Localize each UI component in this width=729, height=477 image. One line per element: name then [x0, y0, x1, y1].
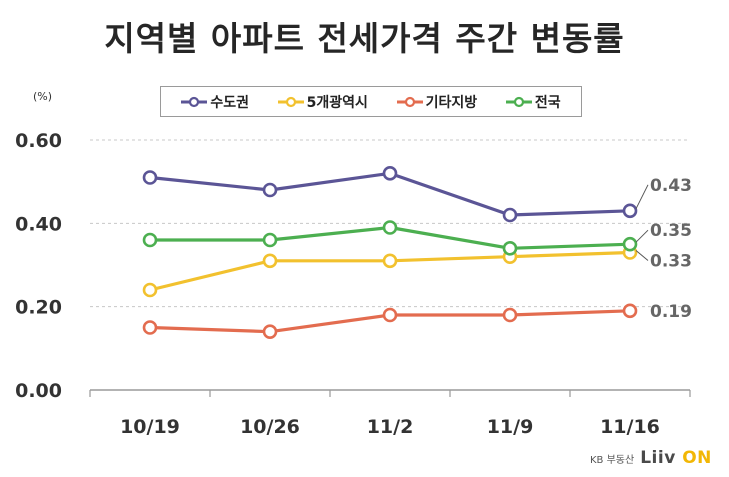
data-point [622, 236, 638, 252]
data-point [502, 307, 518, 323]
legend-item: 수도권 [181, 92, 249, 112]
legend-label: 5개광역시 [306, 94, 368, 111]
legend-item: 5개광역시 [277, 92, 368, 112]
legend-swatch [396, 96, 423, 107]
legend-label: 수도권 [210, 94, 249, 111]
legend-label: 전국 [534, 94, 561, 111]
brand-logo: KB 부동산 Liiv ON [590, 448, 712, 468]
legend-swatch [505, 96, 532, 107]
legend-item: 전국 [505, 92, 561, 112]
data-point [622, 203, 638, 219]
data-point [502, 241, 518, 256]
chart-title: 지역별 아파트 전세가격 주간 변동률 [104, 19, 625, 58]
y-unit-label: (%) [33, 90, 53, 103]
y-tick-label: 0.40 [15, 213, 62, 235]
legend: 수도권 5개광역시 기타지방 전국 [160, 86, 582, 117]
y-tick-label: 0.00 [15, 380, 62, 402]
data-point [382, 220, 398, 235]
data-point [622, 303, 638, 319]
end-value-label: 0.33 [650, 252, 692, 272]
legend-item: 기타지방 [396, 92, 478, 112]
end-label-leader [635, 229, 649, 243]
x-tick-label: 11/9 [487, 416, 534, 438]
end-value-label: 0.19 [650, 302, 692, 322]
data-point [502, 207, 518, 223]
x-tick-label: 10/26 [240, 416, 300, 438]
x-tick-label: 11/2 [367, 416, 414, 438]
data-point [142, 170, 158, 185]
data-point [262, 253, 278, 269]
data-point [262, 232, 278, 248]
legend-swatch [181, 96, 208, 107]
data-point [382, 253, 398, 269]
end-value-label: 0.43 [650, 176, 692, 196]
legend-label: 기타지방 [425, 94, 478, 111]
data-point [262, 182, 278, 198]
data-point [142, 282, 158, 298]
brand-sub-label: KB 부동산 [590, 454, 635, 466]
brand-logo-accent: ON [682, 448, 712, 468]
brand-logo-main: Liiv [640, 448, 676, 468]
data-point [142, 232, 158, 248]
end-label-leader [635, 184, 649, 210]
data-point [262, 324, 278, 339]
legend-swatch [277, 96, 304, 107]
brand-logo-text: Liiv ON [640, 448, 712, 468]
data-point [142, 320, 158, 335]
y-tick-label: 0.60 [15, 130, 62, 152]
end-value-label: 0.35 [650, 221, 692, 241]
end-label-leader [635, 250, 649, 261]
x-tick-label: 10/19 [120, 416, 180, 438]
data-point [382, 166, 398, 181]
data-point [382, 307, 398, 323]
y-tick-label: 0.20 [15, 297, 62, 319]
x-tick-label: 11/16 [600, 416, 660, 438]
